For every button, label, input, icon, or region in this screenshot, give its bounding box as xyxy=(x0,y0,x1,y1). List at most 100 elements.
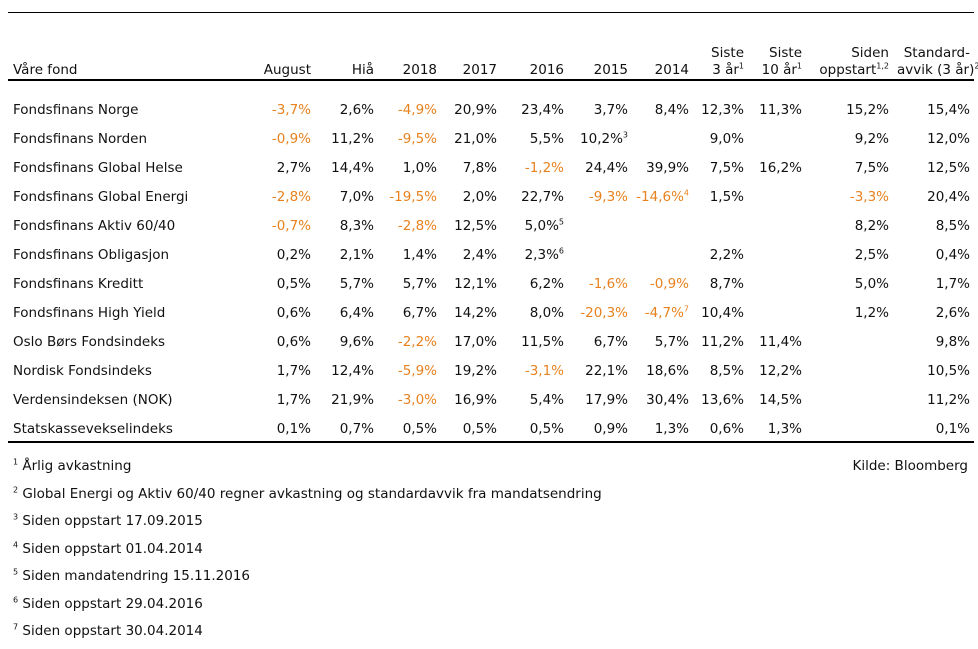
footnote-text: Siden oppstart 30.04.2014 xyxy=(22,623,203,639)
cell-value: 22,7% xyxy=(521,188,564,205)
cell-siden: 7,5% xyxy=(806,153,893,182)
cell-siste3: 12,3% xyxy=(693,81,748,124)
cell-value: 14,5% xyxy=(759,391,802,408)
cell-value: 12,3% xyxy=(701,101,744,118)
cell-value: 14,2% xyxy=(454,304,497,321)
cell-value: -4,7% xyxy=(644,304,684,321)
column-header-line: Våre fond xyxy=(13,62,78,78)
cell-siste10 xyxy=(748,211,806,240)
cell-std: 11,2% xyxy=(893,385,974,414)
cell-y2014 xyxy=(632,124,693,153)
table-row: Verdensindeksen (NOK) 1,7% 21,9% -3,0% 16,9%… xyxy=(8,385,974,414)
cell-y2014: -14,6%4 xyxy=(632,182,693,211)
column-header-line: Siden xyxy=(851,45,889,61)
table-row: Oslo Børs Fondsindeks 0,6% 9,6% -2,2% 17,0% 1… xyxy=(8,327,974,356)
cell-value: -20,3% xyxy=(580,304,628,321)
cell-value: 7,5% xyxy=(709,159,744,176)
cell-siste10: 11,3% xyxy=(748,81,806,124)
cell-y2016: 11,5% xyxy=(501,327,568,356)
column-header-y2016: 2016 xyxy=(501,30,568,81)
cell-value: 9,0% xyxy=(709,130,744,147)
cell-siden: 5,0% xyxy=(806,269,893,298)
cell-august: -3,7% xyxy=(239,81,315,124)
cell-value: 2,6% xyxy=(935,304,970,321)
cell-value: -5,9% xyxy=(397,362,437,379)
cell-y2015 xyxy=(568,211,632,240)
cell-value: 18,6% xyxy=(646,362,689,379)
cell-value: 0,6% xyxy=(276,333,311,350)
cell-y2017: 2,4% xyxy=(441,240,501,269)
cell-value: -3,0% xyxy=(397,391,437,408)
cell-hia: 5,7% xyxy=(315,269,378,298)
cell-std: 20,4% xyxy=(893,182,974,211)
cell-std: 8,5% xyxy=(893,211,974,240)
fund-name: Verdensindeksen (NOK) xyxy=(13,391,173,408)
cell-august: -0,9% xyxy=(239,124,315,153)
cell-value: 21,0% xyxy=(454,130,497,147)
table-row: Statskassevekselindeks 0,1% 0,7% 0,5% 0,5% 0,… xyxy=(8,414,974,443)
cell-value: -3,3% xyxy=(849,188,889,205)
cell-siste3: 11,2% xyxy=(693,327,748,356)
cell-value: -1,2% xyxy=(524,159,564,176)
cell-value: 0,6% xyxy=(709,420,744,437)
cell-value: 0,5% xyxy=(402,420,437,437)
footnote-item: 5 Siden mandatendring 15.11.2016 xyxy=(13,566,713,594)
column-header-line: 2018 xyxy=(402,62,437,78)
footnote-marker: 4 xyxy=(683,188,689,197)
cell-value: 0,9% xyxy=(593,420,628,437)
cell-value: -3,7% xyxy=(271,101,311,118)
cell-y2018: 1,0% xyxy=(378,153,441,182)
cell-value: 23,4% xyxy=(521,101,564,118)
cell-y2016: -3,1% xyxy=(501,356,568,385)
cell-siste10: 1,3% xyxy=(748,414,806,443)
cell-value: -0,7% xyxy=(271,217,311,234)
cell-y2018: 5,7% xyxy=(378,269,441,298)
cell-hia: 14,4% xyxy=(315,153,378,182)
cell-hia: 2,1% xyxy=(315,240,378,269)
cell-y2017: 19,2% xyxy=(441,356,501,385)
cell-value: 1,3% xyxy=(654,420,689,437)
cell-y2014: 5,7% xyxy=(632,327,693,356)
footnote-marker: 2 xyxy=(974,61,978,71)
footnote-marker: 1 xyxy=(796,61,802,71)
footnote-number: 4 xyxy=(13,540,19,549)
cell-y2018: -5,9% xyxy=(378,356,441,385)
cell-siste3: 9,0% xyxy=(693,124,748,153)
cell-value: -1,6% xyxy=(588,275,628,292)
cell-siste10 xyxy=(748,298,806,327)
footnote-item: 1 Årlig avkastning xyxy=(13,456,713,484)
cell-value: 15,4% xyxy=(927,101,970,118)
fund-name: Fondsfinans Norge xyxy=(13,101,139,118)
cell-y2015: 0,9% xyxy=(568,414,632,443)
cell-value: 0,7% xyxy=(339,420,374,437)
cell-siden: 8,2% xyxy=(806,211,893,240)
fund-name: Fondsfinans Norden xyxy=(13,130,148,147)
cell-y2018: -9,5% xyxy=(378,124,441,153)
table-row: Fondsfinans Aktiv 60/40 -0,7% 8,3% -2,8% 12,… xyxy=(8,211,974,240)
table-row: Fondsfinans Obligasjon 0,2% 2,1% 1,4% 2,4% 2,… xyxy=(8,240,974,269)
cell-value: 8,0% xyxy=(529,304,564,321)
cell-hia: 8,3% xyxy=(315,211,378,240)
fund-name: Fondsfinans Kreditt xyxy=(13,275,144,292)
cell-august: 0,6% xyxy=(239,327,315,356)
table-row: Fondsfinans High Yield 0,6% 6,4% 6,7% 14,2% 8… xyxy=(8,298,974,327)
cell-y2017: 12,1% xyxy=(441,269,501,298)
cell-value: 10,4% xyxy=(701,304,744,321)
cell-value: 11,2% xyxy=(927,391,970,408)
cell-siste10 xyxy=(748,269,806,298)
cell-value: 0,2% xyxy=(276,246,311,263)
cell-y2016: 23,4% xyxy=(501,81,568,124)
cell-siden: -3,3% xyxy=(806,182,893,211)
column-header-august: August xyxy=(239,30,315,81)
cell-y2017: 17,0% xyxy=(441,327,501,356)
cell-y2014 xyxy=(632,211,693,240)
cell-std: 9,8% xyxy=(893,327,974,356)
cell-value: 6,4% xyxy=(339,304,374,321)
cell-value: -2,2% xyxy=(397,333,437,350)
table-row: Fondsfinans Kreditt 0,5% 5,7% 5,7% 12,1% 6,2%… xyxy=(8,269,974,298)
cell-value: -2,8% xyxy=(397,217,437,234)
cell-value: 24,4% xyxy=(585,159,628,176)
column-header-y2018: 2018 xyxy=(378,30,441,81)
cell-value: 1,5% xyxy=(709,188,744,205)
